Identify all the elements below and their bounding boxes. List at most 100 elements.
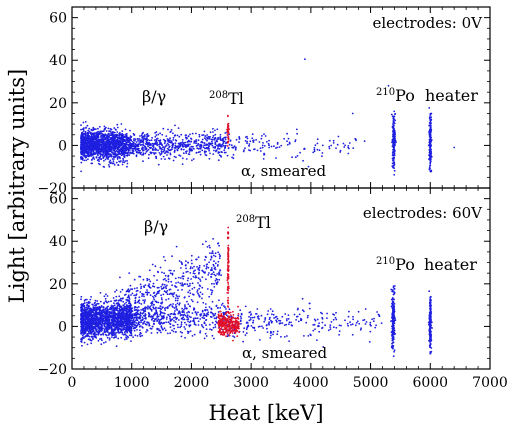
data-point xyxy=(238,141,240,144)
data-point xyxy=(97,154,99,157)
data-point xyxy=(92,325,94,328)
data-point xyxy=(85,320,87,322)
data-point xyxy=(203,152,206,154)
data-point xyxy=(81,324,84,327)
data-point xyxy=(113,139,115,142)
data-point xyxy=(86,154,88,157)
data-point xyxy=(91,153,94,155)
data-point xyxy=(123,136,126,139)
data-point xyxy=(84,313,86,316)
data-point xyxy=(225,308,227,310)
data-point xyxy=(86,343,89,346)
data-point xyxy=(132,152,135,155)
data-point xyxy=(192,158,195,160)
data-point xyxy=(135,151,138,154)
data-point xyxy=(86,124,89,127)
data-point xyxy=(203,150,206,153)
data-point xyxy=(249,140,252,143)
data-point xyxy=(184,321,186,324)
data-point xyxy=(117,151,120,154)
data-point xyxy=(429,144,432,147)
data-point xyxy=(109,127,112,130)
data-point xyxy=(392,149,394,151)
data-point xyxy=(128,154,131,157)
data-point xyxy=(123,324,126,327)
data-point xyxy=(86,311,89,314)
data-point xyxy=(137,316,140,319)
data-point xyxy=(213,149,215,152)
data-point xyxy=(162,138,165,141)
data-point xyxy=(125,154,128,157)
data-point xyxy=(106,138,109,141)
data-point xyxy=(129,144,132,146)
data-point xyxy=(137,139,139,142)
data-point xyxy=(100,333,103,336)
data-point xyxy=(87,305,90,307)
data-point xyxy=(190,138,193,140)
data-point xyxy=(328,147,331,150)
data-point xyxy=(83,137,85,140)
data-point xyxy=(201,138,204,141)
data-point xyxy=(96,318,98,320)
data-point xyxy=(122,322,125,325)
data-point xyxy=(114,128,117,131)
data-point xyxy=(131,292,134,295)
data-point xyxy=(98,156,100,159)
data-point xyxy=(160,308,162,311)
data-point xyxy=(142,138,144,141)
data-point xyxy=(121,163,124,166)
data-point xyxy=(96,151,99,154)
data-point xyxy=(137,148,140,151)
data-point xyxy=(191,262,193,265)
data-point xyxy=(82,128,85,131)
data-point xyxy=(113,336,116,339)
data-point xyxy=(232,153,235,156)
data-point xyxy=(121,130,124,133)
data-point xyxy=(159,305,162,307)
data-point xyxy=(220,145,222,148)
data-point xyxy=(127,143,130,146)
data-point xyxy=(181,317,184,320)
data-point xyxy=(211,140,213,143)
data-point xyxy=(91,308,94,311)
data-point xyxy=(99,152,102,155)
data-point xyxy=(87,152,89,155)
data-point xyxy=(235,138,238,141)
data-point xyxy=(111,151,113,154)
data-point xyxy=(204,332,207,335)
data-point xyxy=(150,332,153,334)
data-point xyxy=(80,145,82,147)
data-point xyxy=(211,321,214,324)
data-point xyxy=(173,150,176,153)
data-point xyxy=(150,318,153,321)
data-point xyxy=(211,144,214,147)
data-point xyxy=(336,143,339,146)
data-point xyxy=(139,153,142,155)
data-point xyxy=(127,147,130,150)
data-point xyxy=(201,134,204,137)
data-point xyxy=(97,316,99,319)
data-point xyxy=(147,135,149,138)
data-point xyxy=(429,130,432,133)
data-point xyxy=(429,158,432,161)
data-point xyxy=(162,155,165,158)
data-point xyxy=(80,298,82,301)
data-point xyxy=(296,155,299,157)
data-point xyxy=(164,152,166,155)
data-point xyxy=(273,145,275,148)
data-point xyxy=(316,148,319,151)
data-point xyxy=(152,317,155,319)
data-point xyxy=(161,328,164,331)
data-point xyxy=(391,151,394,154)
bottom-panel-points xyxy=(80,226,433,358)
data-point xyxy=(210,316,213,318)
data-point xyxy=(199,331,202,334)
data-point xyxy=(198,135,201,138)
data-point xyxy=(148,269,151,272)
data-point xyxy=(141,133,144,135)
data-point xyxy=(103,143,106,146)
data-point xyxy=(173,307,176,309)
data-point xyxy=(139,325,142,327)
data-point xyxy=(197,139,200,142)
